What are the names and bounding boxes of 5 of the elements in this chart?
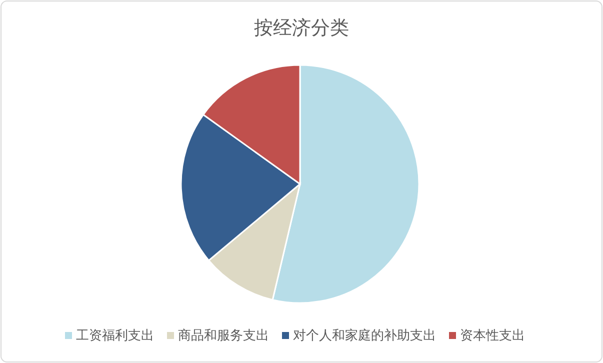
legend-label: 对个人和家庭的补助支出 [293,328,436,344]
chart-title: 按经济分类 [254,17,349,39]
legend-label: 商品和服务支出 [178,328,269,344]
legend-label: 资本性支出 [460,328,525,344]
legend-label: 工资福利支出 [76,328,154,344]
